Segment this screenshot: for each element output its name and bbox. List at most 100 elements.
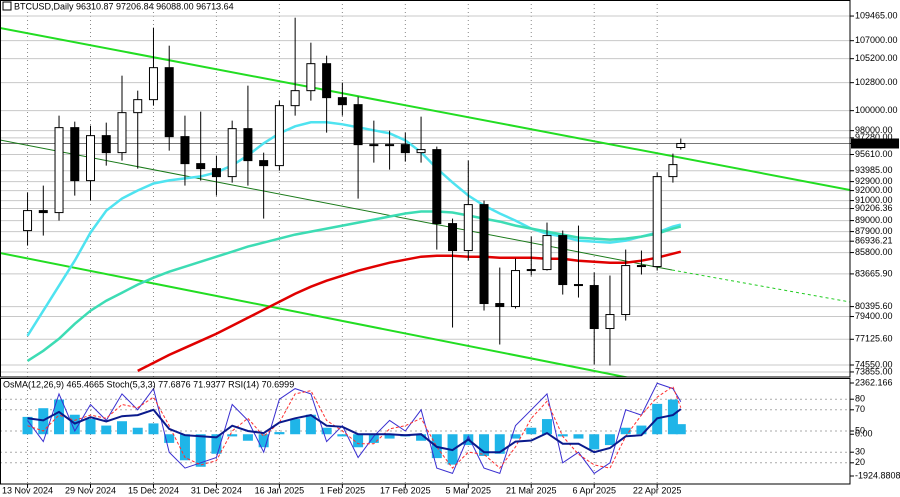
y-tick-label: 105200.00 [855,53,898,63]
osma-bar [164,434,175,443]
y-tick-label: 2362.166 [855,377,893,387]
price-marker [851,138,899,149]
osma-bar [148,423,159,435]
osma-bar [494,434,505,454]
candle-body [369,144,379,147]
y-tick-label: 86936.21 [855,236,893,246]
candle-body [101,135,111,154]
osma-bar [116,421,127,435]
y-tick-label: 90206.36 [855,203,893,213]
osma-bar [305,414,316,435]
osma-bar [589,434,600,450]
candle-body [259,160,269,167]
osma-bar [179,434,190,461]
candle-body [676,142,686,149]
x-tick-label: 13 Nov 2024 [2,485,53,495]
x-tick-label: 21 Mar 2025 [506,485,557,495]
candle-body [621,265,631,316]
osma-bar [227,434,238,437]
panel-frame [0,0,851,378]
x-tick-label: 16 Jan 2025 [255,485,305,495]
y-tick-label: 97280.00 [855,132,893,142]
candle-body [558,235,568,286]
osma-bar [290,419,301,435]
candles [23,17,686,366]
osma-bar [620,427,631,435]
osma-bar [604,434,615,446]
indicator-line [27,382,682,475]
osma-bar [675,424,686,435]
y-tick-label: 0.00 [855,429,873,439]
candle-body [337,97,347,106]
candle-body [668,164,678,178]
y-tick-label: 107000.00 [855,35,898,45]
osma-bar [132,427,143,435]
y-tick-label: 102800.00 [855,77,898,87]
y-tick-label: 93985.00 [855,165,893,175]
x-tick-label: 6 Apr 2025 [572,485,616,495]
osma-bar [384,434,395,439]
osma-bar [479,434,490,456]
osma-bar [258,434,269,448]
candle-body [605,314,615,330]
candle-body [353,104,363,146]
indicator-title: OsMA(12,26,9) 465.4665 Stoch(5,3,3) 77.6… [3,379,294,389]
trend-line [0,252,631,377]
candle-body [416,149,426,154]
candle-body [38,210,48,214]
x-tick-label: 29 Nov 2024 [65,485,116,495]
y2-tick-label: 50 [855,425,865,435]
indicator-line [27,408,682,454]
y-tick-label: 96713.64 [855,138,893,148]
candle-body [180,136,190,165]
candle-body [573,284,583,287]
candle-body [290,90,300,107]
osma-bar [526,427,537,435]
osma-bar [211,434,222,454]
osma-bar [541,419,552,435]
y2-tick-label: 70 [855,404,865,414]
candle-body [589,285,599,330]
y2-tick-label: 30 [855,447,865,457]
chart-title: BTCUSD,Daily 96310.87 97206.84 96088.00 … [14,1,234,11]
candle-body [164,67,174,138]
osma-bar [416,434,427,441]
trend-line [671,269,850,303]
moving-average [137,250,682,373]
y2-tick-label: 20 [855,457,865,467]
x-tick-label: 17 Feb 2025 [380,485,431,495]
candle-body [117,112,127,154]
y-tick-label: 92900.00 [855,176,893,186]
candle-body [133,99,143,114]
osma-bar [368,434,379,443]
candle-body [274,105,284,167]
candle-body [306,63,316,92]
y-tick-label: 98000.00 [855,125,893,135]
y-tick-label: 85800.00 [855,247,893,257]
candle-body [511,270,521,308]
y-tick-label: 73855.00 [855,366,893,376]
candle-body [23,210,33,232]
candle-body [652,176,662,268]
osma-bar [667,399,678,435]
y-tick-label: 109465.00 [855,10,898,20]
osma-bar [274,432,285,435]
y-tick-label: 77125.60 [855,334,893,344]
y-tick-label: 89000.00 [855,215,893,225]
candle-body [432,149,442,225]
y-tick-label: 87900.00 [855,226,893,236]
y2-tick-label: 80 [855,394,865,404]
axes: 13 Nov 2024 29 Nov 2024 15 Dec 2024 31 Dec … [2,10,900,495]
osma-bar [85,419,96,435]
osma-bar [321,427,332,435]
x-tick-label: 1 Feb 2025 [320,485,366,495]
indicator-line [27,385,682,469]
osma-bar [101,425,112,435]
symbol-icon [2,1,12,11]
candle-body [70,127,80,182]
candle-body [243,128,253,162]
osma-bar [242,434,253,441]
candle-body [196,163,206,170]
